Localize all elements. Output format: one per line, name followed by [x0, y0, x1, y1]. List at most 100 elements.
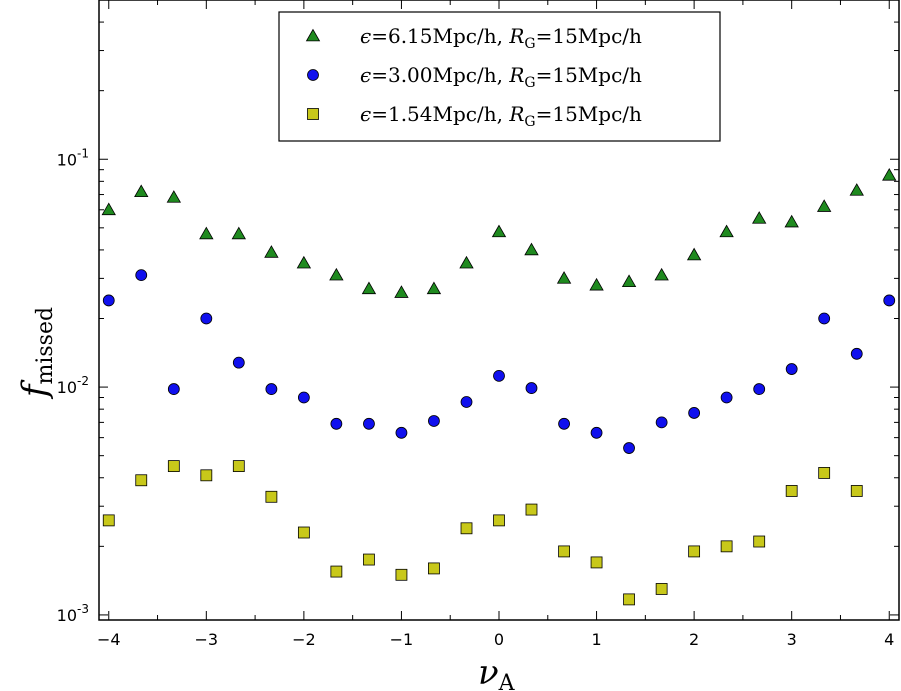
data-point — [330, 565, 343, 578]
data-point — [167, 460, 180, 472]
data-point — [329, 267, 344, 281]
data-point — [621, 274, 637, 288]
legend-label-eps154: ϵ=1.54Mpc/h, RG=15Mpc/h — [360, 102, 642, 130]
data-point — [818, 467, 831, 479]
data-point — [719, 224, 734, 238]
data-point — [102, 514, 115, 527]
data-point — [785, 363, 798, 375]
data-point — [720, 540, 733, 553]
data-point — [882, 168, 897, 181]
data-point — [134, 184, 149, 198]
axis-ticks — [99, 0, 899, 620]
data-point — [558, 545, 570, 558]
x-axis-label-symbol: ν — [478, 653, 499, 691]
data-point — [883, 294, 896, 307]
data-point — [623, 593, 635, 606]
data-point — [784, 214, 799, 228]
data-point — [654, 267, 669, 281]
data-point — [102, 294, 115, 307]
legend: ϵ=6.15Mpc/h, RG=15Mpc/h ϵ=3.00Mpc/h, RG=1… — [278, 11, 721, 142]
data-point — [493, 514, 505, 527]
x-tick-label: 4 — [884, 630, 894, 649]
data-point — [166, 190, 182, 203]
data-point — [623, 442, 635, 454]
series-eps615 — [101, 168, 897, 298]
data-point — [363, 417, 375, 430]
x-tick-label: 2 — [689, 630, 699, 649]
data-point — [816, 199, 832, 212]
data-point — [525, 503, 538, 516]
data-point — [265, 490, 278, 503]
data-point — [426, 281, 442, 295]
data-point — [296, 255, 312, 269]
y-axis-label-subscript: missed — [33, 307, 58, 385]
x-tick-label: −4 — [97, 630, 121, 649]
data-point — [590, 556, 603, 569]
data-point — [460, 522, 473, 535]
data-point — [199, 226, 214, 240]
data-point — [753, 383, 766, 395]
tick-labels: −4 −3 −2 −1 0 1 2 3 4 10-1 10-2 10-3 — [57, 146, 895, 649]
data-point — [428, 562, 440, 575]
x-tick-label: −1 — [390, 630, 414, 649]
x-axis-label: νA — [478, 653, 516, 691]
data-point — [232, 356, 245, 369]
data-point — [232, 460, 245, 472]
data-point — [395, 426, 408, 439]
data-point — [752, 211, 767, 224]
data-point — [850, 485, 863, 497]
data-point — [231, 226, 246, 240]
x-axis-label-subscript: A — [498, 671, 516, 691]
data-point — [556, 271, 572, 284]
data-point — [524, 242, 539, 256]
data-marks — [101, 168, 897, 606]
data-point — [394, 285, 409, 298]
data-point — [785, 485, 798, 497]
data-point — [558, 417, 570, 430]
y-axis-label: fmissed — [15, 307, 58, 400]
data-point — [753, 535, 766, 548]
data-point — [459, 255, 474, 269]
data-point — [135, 474, 148, 487]
data-point — [395, 568, 408, 581]
data-point — [330, 417, 343, 430]
data-point — [686, 247, 702, 261]
data-point — [297, 526, 310, 539]
legend-label-eps300: ϵ=3.00Mpc/h, RG=15Mpc/h — [360, 63, 642, 91]
data-point — [101, 202, 116, 216]
x-tick-label: −2 — [292, 630, 316, 649]
data-point — [493, 369, 505, 382]
legend-marker-eps615 — [305, 28, 321, 42]
data-point — [265, 383, 278, 395]
data-point — [688, 545, 701, 558]
legend-entries: ϵ=6.15Mpc/h, RG=15Mpc/h ϵ=3.00Mpc/h, RG=1… — [360, 24, 642, 130]
data-point — [297, 391, 310, 404]
data-point — [720, 391, 733, 404]
data-point — [849, 183, 864, 196]
data-point — [655, 416, 668, 429]
y-tick-label: 10-1 — [57, 146, 89, 169]
data-point — [200, 469, 213, 482]
data-point — [525, 382, 538, 394]
data-point — [655, 583, 668, 595]
series-eps300 — [102, 269, 896, 454]
data-point — [167, 383, 180, 395]
data-point — [589, 277, 604, 291]
legend-marker-eps154 — [307, 108, 319, 120]
legend-markers — [305, 28, 321, 120]
x-tick-label: −3 — [195, 630, 219, 649]
x-tick-label: 3 — [787, 630, 797, 649]
data-point — [200, 312, 213, 325]
x-tick-label: 1 — [591, 630, 601, 649]
series-eps154 — [102, 460, 863, 606]
data-point — [361, 281, 377, 295]
y-tick-label: 10-3 — [57, 602, 89, 625]
legend-marker-eps300 — [307, 69, 319, 81]
data-point — [363, 553, 375, 566]
x-tick-label: 0 — [494, 630, 504, 649]
legend-box — [278, 11, 721, 142]
data-point — [818, 312, 831, 325]
plot-frame — [98, 0, 900, 621]
data-point — [590, 426, 603, 439]
